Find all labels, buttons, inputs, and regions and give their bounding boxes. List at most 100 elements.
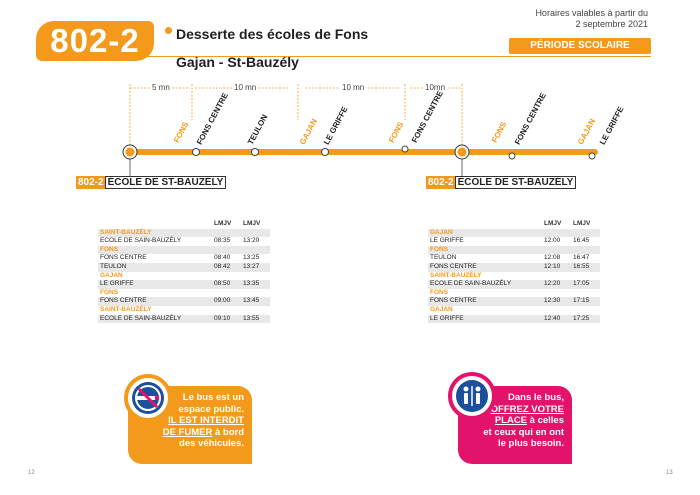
notice-line: DE FUMER bbox=[162, 426, 213, 438]
notice-line: des véhicules. bbox=[179, 438, 244, 449]
timetable-right: LMJV LMJV GAJAN LE GRIFFE 12:00 16:45 FONS TE… bbox=[428, 220, 600, 324]
stop-cell: FONS CENTRE bbox=[100, 254, 147, 262]
time-cell bbox=[542, 306, 571, 315]
notice-line: PLACE bbox=[494, 415, 528, 426]
table-row: ECOLE DE SAIN-BAUZÉLY 12:20 17:05 bbox=[428, 280, 600, 289]
notice-line: espace public. bbox=[178, 403, 244, 415]
table-row: FONS CENTRE 08:40 13:25 bbox=[98, 254, 270, 263]
stop-cell: FONS CENTRE bbox=[428, 297, 542, 306]
time-cell bbox=[212, 289, 241, 298]
stop-cell: FONS CENTRE bbox=[98, 297, 212, 306]
duration-label: 10mn bbox=[423, 83, 448, 92]
school-name: ÉCOLE DE ST-BAUZÉLY bbox=[104, 176, 227, 189]
stop-cell: SAINT-BAUZÉLY bbox=[100, 305, 152, 313]
table-row: LE GRIFFE 08:50 13:35 bbox=[98, 280, 270, 289]
time-cell: 12:40 bbox=[542, 314, 571, 324]
table-row: ECOLE DE SAIN-BAUZÉLY 08:35 13:20 bbox=[98, 237, 270, 246]
line-number-badge: 802-2 bbox=[36, 21, 154, 61]
header-divider bbox=[100, 56, 651, 57]
time-cell: 13:55 bbox=[241, 314, 270, 324]
notice-line: à bord bbox=[212, 426, 244, 438]
school-name: ÉCOLE DE ST-BAUZÉLY bbox=[454, 176, 577, 189]
town-row: GAJAN bbox=[428, 306, 600, 315]
time-cell bbox=[571, 228, 600, 238]
town-row: SAINT-BAUZÉLY bbox=[98, 228, 270, 238]
stop-cell: LE GRIFFE bbox=[428, 314, 542, 324]
time-cell: 13:45 bbox=[241, 297, 270, 306]
stop-cell: SAINT-BAUZÉLY bbox=[430, 271, 482, 279]
town-row: FONS bbox=[428, 245, 600, 255]
school-label-right: 802-2 ÉCOLE DE ST-BAUZÉLY bbox=[426, 176, 577, 189]
stop-cell: FONS bbox=[100, 288, 119, 296]
time-cell: 16:45 bbox=[573, 237, 590, 245]
stop-cell: LE GRIFFE bbox=[98, 280, 212, 289]
time-cell: 13:20 bbox=[243, 237, 260, 245]
time-cell bbox=[241, 272, 270, 281]
time-cell bbox=[542, 228, 571, 238]
town-row: FONS bbox=[428, 289, 600, 298]
route-line bbox=[128, 149, 598, 155]
page-number-left: 12 bbox=[28, 470, 35, 476]
stop-marker bbox=[401, 145, 409, 153]
town-row: FONS bbox=[98, 245, 270, 255]
time-cell bbox=[212, 306, 241, 315]
day-header: LMJV bbox=[571, 220, 600, 229]
town-row: SAINT-BAUZÉLY bbox=[98, 306, 270, 315]
time-cell bbox=[241, 245, 270, 255]
duration-label: 5 mn bbox=[150, 83, 172, 92]
stop-cell: GAJAN bbox=[430, 305, 453, 313]
stop-marker bbox=[321, 148, 329, 156]
notice-line: Dans le bus, bbox=[508, 392, 564, 403]
time-cell: 16:47 bbox=[573, 254, 590, 262]
stop-marker bbox=[508, 152, 516, 160]
stop-cell: SAINT-BAUZÉLY bbox=[98, 228, 212, 238]
time-cell bbox=[212, 272, 241, 281]
time-cell: 17:05 bbox=[571, 280, 600, 289]
school-label-left: 802-2 ÉCOLE DE ST-BAUZÉLY bbox=[76, 176, 227, 189]
time-cell bbox=[571, 289, 600, 298]
notice-line: à celles bbox=[527, 415, 564, 426]
validity-line-1: Horaires valables à partir du bbox=[535, 8, 648, 18]
time-cell bbox=[241, 306, 270, 315]
table-row: FONS CENTRE 09:00 13:45 bbox=[98, 297, 270, 306]
time-cell: 09:10 bbox=[212, 314, 241, 324]
time-cell: 08:35 bbox=[214, 237, 231, 245]
stop-cell: LE GRIFFE bbox=[430, 237, 464, 245]
stop-cell: FONS bbox=[428, 245, 542, 255]
time-cell bbox=[212, 228, 241, 238]
time-cell bbox=[571, 272, 600, 281]
stop-marker bbox=[251, 148, 259, 156]
validity-line-2: 2 septembre 2021 bbox=[575, 19, 648, 29]
time-cell: 13:27 bbox=[241, 262, 270, 272]
time-cell bbox=[241, 228, 270, 238]
stop-cell: GAJAN bbox=[100, 271, 123, 279]
validity-note: Horaires valables à partir du 2 septembr… bbox=[535, 8, 648, 30]
notice-line: IL EST INTERDIT bbox=[168, 415, 244, 426]
time-cell bbox=[571, 306, 600, 315]
duration-label: 10 mn bbox=[340, 83, 367, 92]
table-row: TEULON 12:08 16:47 bbox=[428, 254, 600, 263]
terminus-left-inner bbox=[125, 147, 135, 157]
time-cell: 09:00 bbox=[212, 297, 241, 306]
town-row: FONS bbox=[98, 289, 270, 298]
stop-cell: ECOLE DE SAIN-BAUZÉLY bbox=[100, 237, 182, 245]
time-cell bbox=[542, 289, 571, 298]
stop-cell: GAJAN bbox=[428, 228, 542, 238]
day-header: LMJV bbox=[241, 220, 270, 229]
time-cell: 12:20 bbox=[542, 280, 571, 289]
route-title: Desserte des écoles de Fons bbox=[176, 26, 369, 42]
notice-line: OFFREZ VOTRE bbox=[490, 403, 564, 415]
timetable-left: LMJV LMJV SAINT-BAUZÉLY ECOLE DE SAIN-BAU… bbox=[98, 220, 270, 324]
day-header: LMJV bbox=[542, 220, 571, 229]
priority-seat-icon bbox=[448, 372, 496, 420]
time-cell bbox=[542, 245, 571, 255]
stop-cell: TEULON bbox=[98, 262, 212, 272]
time-cell: 17:15 bbox=[571, 297, 600, 306]
day-header: LMJV bbox=[212, 220, 241, 229]
school-code: 802-2 bbox=[76, 176, 106, 189]
time-cell: 16:55 bbox=[571, 262, 600, 272]
time-cell bbox=[241, 289, 270, 298]
stop-cell: ECOLE DE SAIN-BAUZÉLY bbox=[428, 280, 542, 289]
table-row: LE GRIFFE 12:00 16:45 bbox=[428, 237, 600, 246]
table-row: TEULON 08:42 13:27 bbox=[98, 262, 270, 272]
